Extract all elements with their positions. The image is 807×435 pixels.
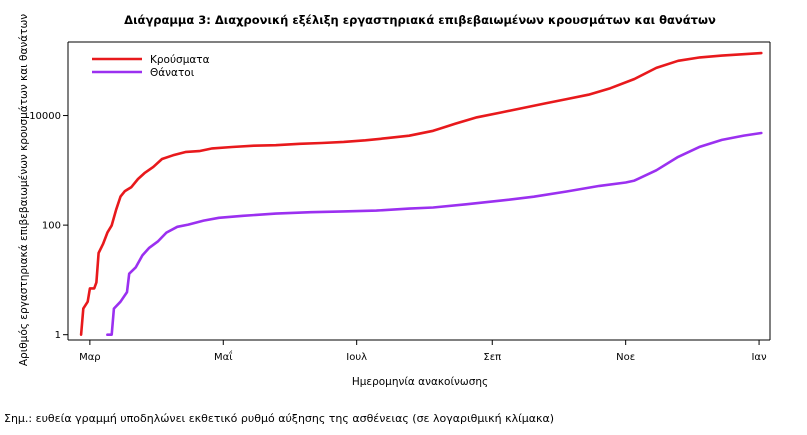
y-tick-label: 1: [55, 330, 61, 341]
y-ticks: 1 100 10000: [29, 111, 68, 341]
x-tick-label: Ιαν: [751, 352, 767, 363]
legend-label: Κρούσματα: [150, 54, 210, 66]
series-line-deaths: [106, 131, 763, 336]
chart-title: Διάγραμμα 3: Διαχρονική εξέλιξη εργαστηρ…: [124, 13, 716, 27]
series-line-cases: [79, 51, 763, 336]
x-tick-label: Μαΐ: [214, 349, 233, 363]
footnote: Σημ.: ευθεία γραμμή υποδηλώνει εκθετικό …: [4, 412, 555, 425]
x-ticks: Μαρ Μαΐ Ιουλ Σεπ Νοε Ιαν: [79, 340, 767, 363]
x-axis-label: Ημερομηνία ανακοίνωσης: [352, 376, 488, 388]
y-axis-label: Αριθμός εργαστηριακά επιβεβαιωμένων κρου…: [18, 14, 30, 366]
x-tick-label: Σεπ: [483, 352, 501, 363]
x-tick-label: Νοε: [616, 352, 635, 363]
axes: [67, 41, 771, 341]
x-tick-label: Μαρ: [79, 352, 101, 363]
y-tick-label: 10000: [29, 111, 61, 122]
y-tick-label: 100: [42, 221, 61, 232]
series-lines: [79, 51, 763, 336]
legend-label: Θάνατοι: [150, 67, 195, 79]
x-tick-label: Ιουλ: [346, 352, 367, 363]
